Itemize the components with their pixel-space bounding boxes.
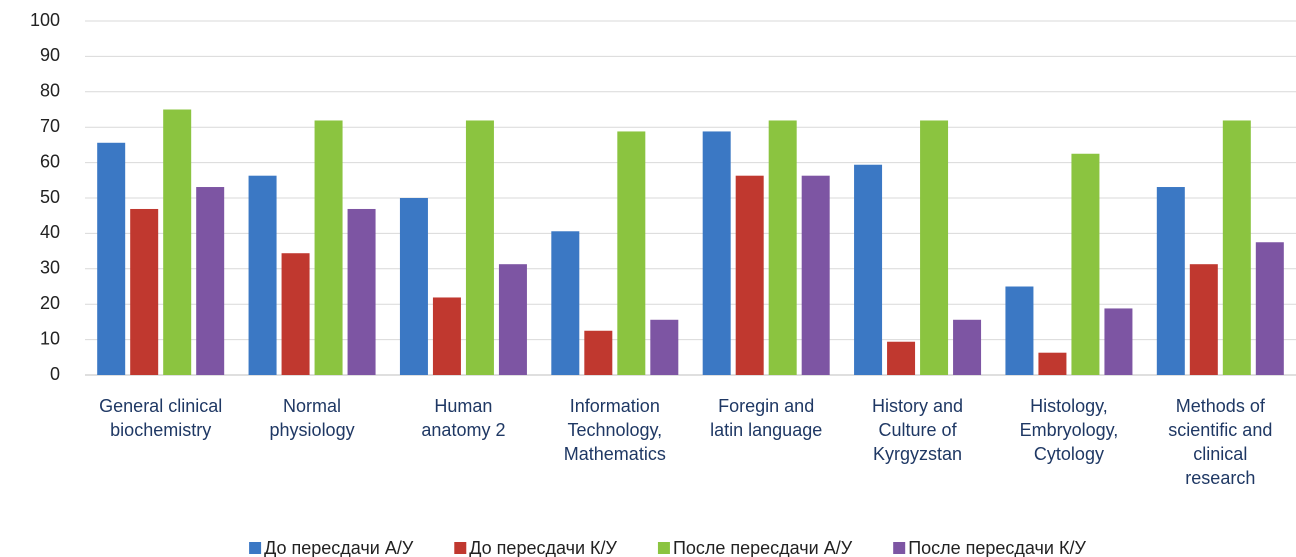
bar [1156, 187, 1185, 375]
legend-swatch [893, 542, 906, 554]
y-tick-label: 40 [40, 222, 60, 242]
y-tick-label: 80 [40, 81, 60, 101]
bar [920, 120, 949, 375]
x-tick-label: Information Technology, Mathematics [563, 396, 666, 464]
legend-label: После пересдачи К/У [908, 538, 1086, 557]
x-tick-label: General clinical biochemistry [99, 396, 223, 440]
legend-item: До пересдачи А/У [249, 538, 414, 557]
x-tick-label: Foregin and latin language [710, 396, 823, 440]
bar [281, 253, 310, 375]
bar [735, 175, 764, 375]
x-tick-label: Histology, Embryology, Cytology [1019, 396, 1119, 464]
bar [97, 142, 126, 375]
bar [1005, 286, 1034, 375]
x-tick-label: Human anatomy 2 [421, 396, 506, 440]
legend-label: До пересдачи К/У [469, 538, 617, 557]
bar [702, 131, 731, 375]
legend-item: После пересдачи А/У [657, 538, 853, 557]
bar [584, 330, 613, 375]
legend-label: После пересдачи А/У [673, 538, 853, 557]
x-tick-label: Normal physiology [269, 396, 355, 440]
bar [314, 120, 343, 375]
bar [1222, 120, 1251, 375]
y-tick-label: 90 [40, 45, 60, 65]
bar [801, 175, 830, 375]
y-tick-label: 30 [40, 258, 60, 278]
legend-item: До пересдачи К/У [454, 538, 618, 557]
bar [1104, 308, 1133, 375]
bar [854, 164, 883, 375]
y-tick-label: 50 [40, 187, 60, 207]
bar [1038, 352, 1067, 375]
y-tick-label: 70 [40, 116, 60, 136]
legend-swatch [657, 542, 670, 554]
bar [163, 109, 192, 375]
bar [887, 341, 916, 375]
bar [248, 175, 277, 375]
y-tick-label: 20 [40, 293, 60, 313]
legend-swatch [454, 542, 467, 554]
bar [551, 231, 580, 375]
bar [130, 208, 159, 375]
bar [1255, 242, 1284, 375]
bar [953, 319, 982, 375]
y-tick-label: 60 [40, 151, 60, 171]
legend-swatch [249, 542, 262, 554]
legend-item: После пересдачи К/У [893, 538, 1086, 557]
bar [650, 319, 679, 375]
bar [1071, 153, 1100, 375]
legend-label: До пересдачи А/У [264, 538, 414, 557]
bar [347, 208, 376, 375]
bar [768, 120, 797, 375]
y-tick-label: 10 [40, 328, 60, 348]
x-tick-label: History and Culture of Kyrgyzstan [872, 396, 964, 464]
bar [465, 120, 494, 375]
bar [432, 297, 461, 375]
y-tick-label: 100 [30, 10, 60, 30]
x-tick-label: Methods of scientific and clinical resea… [1168, 396, 1273, 488]
bar [1189, 264, 1218, 375]
bar [498, 264, 527, 375]
y-tick-label: 0 [50, 364, 60, 384]
bar [196, 187, 225, 375]
bar [399, 198, 428, 375]
bar [617, 131, 646, 375]
